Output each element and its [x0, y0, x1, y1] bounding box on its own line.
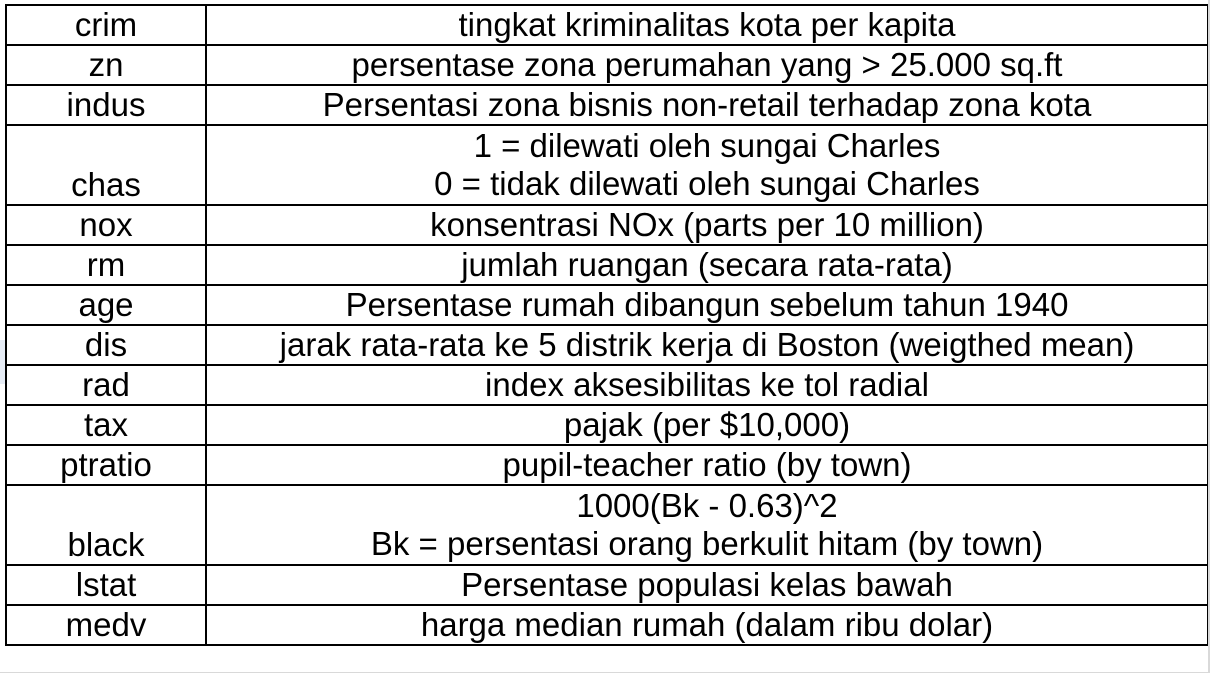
table-row: dis jarak rata-rata ke 5 distrik kerja di…: [5, 324, 1209, 366]
variable-name-cell[interactable]: chas: [5, 124, 207, 206]
description-line: jarak rata-rata ke 5 distrik kerja di Bo…: [279, 326, 1135, 363]
description-line: Persentasi zona bisnis non-retail terhad…: [322, 86, 1092, 123]
variable-description-cell[interactable]: jarak rata-rata ke 5 distrik kerja di Bo…: [205, 324, 1209, 366]
description-line: jumlah ruangan (secara rata-rata): [461, 246, 953, 283]
table-row: medv harga median rumah (dalam ribu dolar…: [5, 604, 1209, 646]
description-line: 0 = tidak dilewati oleh sungai Charles: [434, 165, 980, 202]
variable-name-cell[interactable]: medv: [5, 604, 207, 646]
variable-name-cell[interactable]: dis: [5, 324, 207, 366]
variable-description-cell[interactable]: 1000(Bk - 0.63)^2 Bk = persentasi orang b…: [205, 484, 1209, 566]
row-highlight-edge: [0, 340, 5, 384]
description-line: pajak (per $10,000): [563, 406, 851, 443]
table-row: nox konsentrasi NOx (parts per 10 million…: [5, 204, 1209, 246]
variable-description-cell[interactable]: index aksesibilitas ke tol radial: [205, 364, 1209, 406]
description-line: Bk = persentasi orang berkulit hitam (by…: [370, 525, 1044, 562]
variable-description-cell[interactable]: Persentase populasi kelas bawah: [205, 564, 1209, 606]
variable-name-cell[interactable]: rad: [5, 364, 207, 406]
description-line: konsentrasi NOx (parts per 10 million): [430, 206, 984, 243]
description-line: pupil-teacher ratio (by town): [502, 446, 912, 483]
description-line: harga median rumah (dalam ribu dolar): [420, 606, 994, 643]
variable-description-cell[interactable]: Persentasi zona bisnis non-retail terhad…: [205, 84, 1209, 126]
variable-description-table: crim tingkat kriminalitas kota per kapita…: [5, 4, 1209, 646]
description-line: index aksesibilitas ke tol radial: [485, 366, 929, 403]
variable-name-cell[interactable]: ptratio: [5, 444, 207, 486]
table-body: crim tingkat kriminalitas kota per kapita…: [5, 4, 1209, 646]
variable-description-cell[interactable]: konsentrasi NOx (parts per 10 million): [205, 204, 1209, 246]
variable-name-cell[interactable]: age: [5, 284, 207, 326]
table-row: rad index aksesibilitas ke tol radial: [5, 364, 1209, 406]
variable-description-cell[interactable]: pajak (per $10,000): [205, 404, 1209, 446]
variable-name-cell[interactable]: indus: [5, 84, 207, 126]
variable-name-cell[interactable]: rm: [5, 244, 207, 286]
table-row: chas 1 = dilewati oleh sungai Charles 0 = …: [5, 124, 1209, 206]
description-line: Persentase populasi kelas bawah: [461, 566, 953, 603]
table-row: tax pajak (per $10,000): [5, 404, 1209, 446]
variable-name-cell[interactable]: crim: [5, 4, 207, 46]
variable-name-cell[interactable]: black: [5, 484, 207, 566]
variable-name-cell[interactable]: lstat: [5, 564, 207, 606]
variable-name-cell[interactable]: nox: [5, 204, 207, 246]
variable-description-cell[interactable]: harga median rumah (dalam ribu dolar): [205, 604, 1209, 646]
variable-description-cell[interactable]: persentase zona perumahan yang > 25.000 …: [205, 44, 1209, 86]
gridline-bottom: [0, 672, 1210, 679]
table-row: lstat Persentase populasi kelas bawah: [5, 564, 1209, 606]
variable-description-cell[interactable]: 1 = dilewati oleh sungai Charles 0 = tida…: [205, 124, 1209, 206]
table-row: ptratio pupil-teacher ratio (by town): [5, 444, 1209, 486]
variable-description-cell[interactable]: jumlah ruangan (secara rata-rata): [205, 244, 1209, 286]
variable-description-cell[interactable]: pupil-teacher ratio (by town): [205, 444, 1209, 486]
gridline-right: [1208, 0, 1210, 678]
variable-name-cell[interactable]: tax: [5, 404, 207, 446]
table-row: age Persentase rumah dibangun sebelum tah…: [5, 284, 1209, 326]
table-row: rm jumlah ruangan (secara rata-rata): [5, 244, 1209, 286]
description-line: Persentase rumah dibangun sebelum tahun …: [345, 286, 1069, 323]
description-line: persentase zona perumahan yang > 25.000 …: [351, 46, 1063, 83]
table-row: black 1000(Bk - 0.63)^2 Bk = persentasi or…: [5, 484, 1209, 566]
variable-description-cell[interactable]: tingkat kriminalitas kota per kapita: [205, 4, 1209, 46]
description-line: tingkat kriminalitas kota per kapita: [458, 6, 956, 43]
table-row: zn persentase zona perumahan yang > 25.00…: [5, 44, 1209, 86]
description-line: 1 = dilewati oleh sungai Charles: [473, 127, 941, 164]
description-line: 1000(Bk - 0.63)^2: [576, 487, 838, 524]
variable-description-cell[interactable]: Persentase rumah dibangun sebelum tahun …: [205, 284, 1209, 326]
table-row: crim tingkat kriminalitas kota per kapita: [5, 4, 1209, 46]
variable-name-cell[interactable]: zn: [5, 44, 207, 86]
table-row: indus Persentasi zona bisnis non-retail t…: [5, 84, 1209, 126]
